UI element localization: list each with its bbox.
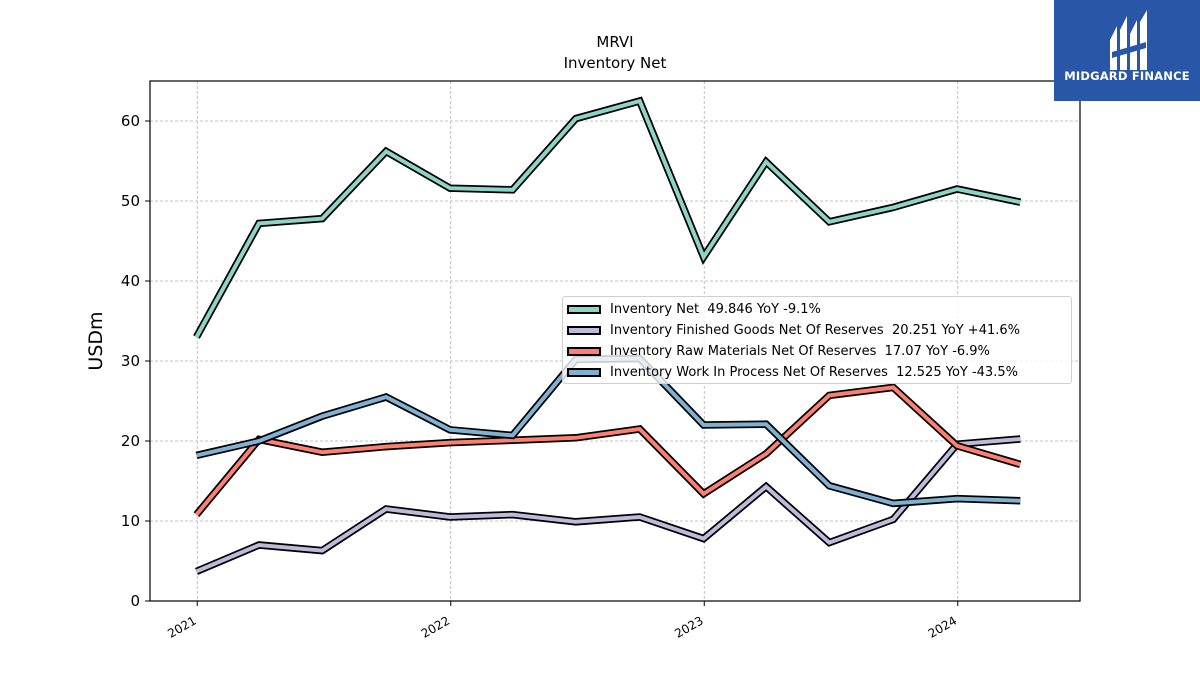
y-tick-label: 0 — [130, 592, 140, 610]
y-axis: 0 10 20 30 40 50 60 — [121, 112, 150, 610]
midgard-logo-icon — [1110, 10, 1147, 70]
y-tick-label: 30 — [121, 352, 140, 370]
legend-item-work-in-process: Inventory Work In Process Net Of Reserve… — [563, 362, 1018, 382]
brand-logo: MIDGARD FINANCE — [1054, 0, 1200, 101]
legend-label: Inventory Work In Process Net Of Reserve… — [610, 364, 1018, 380]
legend-item-finished-goods: Inventory Finished Goods Net Of Reserves… — [563, 320, 1020, 340]
legend-item-inventory-net: Inventory Net 49.846 YoY -9.1% — [563, 299, 821, 319]
legend-label: Inventory Raw Materials Net Of Reserves … — [610, 343, 990, 359]
y-tick-label: 40 — [121, 272, 140, 290]
series-line-0 — [194, 98, 1021, 338]
series-line-1 — [195, 437, 1021, 574]
y-tick-label: 60 — [121, 112, 140, 130]
x-axis: 2021 2022 2023 2024 — [165, 601, 959, 641]
y-axis-label: USDm — [85, 311, 107, 370]
legend-label: Inventory Finished Goods Net Of Reserves… — [610, 322, 1020, 338]
series-line-2 — [194, 385, 1021, 516]
legend-swatch — [567, 304, 601, 314]
x-tick-label: 2022 — [419, 613, 452, 640]
legend-label: Inventory Net 49.846 YoY -9.1% — [610, 301, 821, 317]
legend-swatch — [567, 346, 601, 356]
legend-item-raw-materials: Inventory Raw Materials Net Of Reserves … — [563, 341, 990, 361]
brand-name: MIDGARD FINANCE — [1064, 69, 1190, 83]
x-tick-label: 2021 — [165, 613, 198, 640]
plot-frame — [149, 80, 1081, 602]
legend-swatch — [567, 367, 601, 377]
chart-subtitle: Inventory Net — [564, 54, 667, 72]
legend: Inventory Net 49.846 YoY -9.1% Inventory… — [562, 296, 1072, 384]
y-tick-label: 10 — [121, 512, 140, 530]
legend-swatch — [567, 325, 601, 335]
chart-title: MRVI — [596, 33, 633, 51]
x-tick-label: 2024 — [926, 613, 959, 640]
y-tick-label: 20 — [121, 432, 140, 450]
x-tick-label: 2023 — [672, 613, 705, 640]
y-tick-label: 50 — [121, 192, 140, 210]
series-lines — [193, 96, 1022, 575]
